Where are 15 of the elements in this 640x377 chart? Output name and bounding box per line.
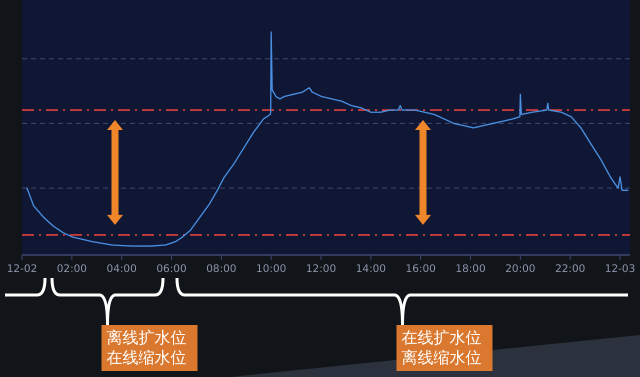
text: 离线扩水位在线缩水位 xyxy=(106,328,186,367)
x-tick-label: 08:00 xyxy=(206,263,236,275)
x-tick-label: 20:00 xyxy=(505,263,536,275)
x-tick-label: 12-03 xyxy=(604,263,636,275)
x-tick-label: 04:00 xyxy=(106,263,137,275)
x-tick-label: 22:00 xyxy=(555,263,586,275)
text: 在线扩水位离线缩水位 xyxy=(402,328,482,367)
x-tick-label: 12:00 xyxy=(306,263,336,275)
x-tick-label: 06:00 xyxy=(156,263,187,275)
x-tick-label: 16:00 xyxy=(406,263,436,275)
x-tick-label: 14:00 xyxy=(356,263,386,275)
x-tick-label: 12-02 xyxy=(6,263,38,275)
x-tick-label: 02:00 xyxy=(56,263,87,275)
x-tick-label: 10:00 xyxy=(256,263,286,275)
x-tick-label: 18:00 xyxy=(455,263,486,275)
